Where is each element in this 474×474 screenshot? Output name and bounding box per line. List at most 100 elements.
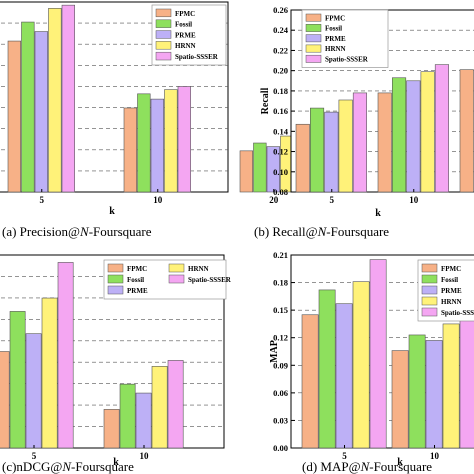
- x-axis-label: k: [109, 206, 115, 217]
- bar-spatio-ssser-10: [459, 319, 474, 449]
- y-tick-label: 0.26: [273, 5, 288, 15]
- y-axis-label: MAP: [269, 340, 280, 363]
- x-tick-label: 5: [32, 451, 37, 461]
- panel-caption: (d) MAP@N-Foursquare: [302, 459, 432, 474]
- bar-fossil-10: [119, 383, 136, 449]
- legend-swatch-hrnn: [305, 44, 322, 53]
- y-tick-label: 0.18: [273, 86, 288, 96]
- legend-swatch-spatio-ssser: [305, 54, 322, 63]
- bar-fossil-5: [9, 311, 26, 449]
- bar-fossil-10: [408, 334, 426, 449]
- x-tick-label: 5: [342, 451, 347, 461]
- legend-label-hrnn: HRNN: [325, 45, 346, 53]
- legend-label-prme: PRME: [441, 287, 462, 295]
- bar-prme-10: [150, 98, 164, 193]
- bar-fpmc-5: [0, 351, 10, 449]
- bar-fpmc-10: [377, 92, 392, 193]
- bar-spatio-ssser-5: [57, 262, 74, 449]
- bar-fpmc-10: [123, 107, 137, 193]
- bar-spatio-ssser-5: [369, 259, 387, 449]
- legend-label-spatio-ssser: Spatio-SSSER: [188, 276, 232, 284]
- y-tick-label: 0.22: [273, 45, 288, 55]
- y-tick-label: 0.18: [273, 278, 288, 288]
- legend-label-fpmc: FPMC: [441, 265, 461, 273]
- bar-fossil-5: [21, 21, 35, 193]
- y-tick-label: 0.16: [273, 106, 288, 116]
- bar-spatio-ssser-10: [167, 360, 184, 449]
- legend-label-prme: PRME: [127, 287, 148, 295]
- legend-label-hrnn: HRNN: [441, 298, 462, 306]
- panel-map: 0.00 0.03 0.06 0.09 0.12 0.15 0.18 0.21 5 10 MAP k(…: [269, 250, 474, 474]
- bar-hrnn-10: [164, 89, 178, 193]
- y-tick-label: 0.00: [273, 443, 288, 453]
- x-tick-label: 20: [269, 195, 279, 205]
- y-tick-label: 0.21: [273, 250, 288, 260]
- bar-fpmc-5: [301, 314, 319, 449]
- bar-prme-10: [425, 340, 443, 449]
- panel-ndcg: 5 10 k(c)nDCG@N-Foursquare FPMC Fossil PRME HR…: [0, 254, 232, 474]
- legend-swatch-spatio-ssser: [168, 274, 185, 284]
- bar-hrnn-5: [48, 8, 62, 193]
- legend-label-spatio-ssser: Spatio-SSSER: [441, 309, 474, 317]
- panel-caption: (c)nDCG@N-Foursquare: [2, 459, 134, 474]
- bar-fpmc-20: [239, 150, 253, 193]
- bar-hrnn-5: [338, 99, 353, 193]
- x-tick-label: 10: [409, 195, 419, 205]
- legend-swatch-fossil: [421, 274, 438, 284]
- panel-recall: 0.08 0.10 0.12 0.14 0.16 0.18 0.20 0.22 0.24 0.26…: [254, 5, 474, 239]
- legend-label-fpmc: FPMC: [127, 265, 147, 273]
- legend-label-fossil: Fossil: [127, 276, 144, 284]
- legend-swatch-fpmc: [107, 263, 124, 273]
- legend-label-spatio-ssser: Spatio-SSSER: [175, 53, 219, 61]
- y-tick-label: 0.14: [273, 126, 289, 136]
- legend-label-prme: PRME: [175, 31, 196, 39]
- legend-swatch-prme: [421, 285, 438, 295]
- legend-label-spatio-ssser: Spatio-SSSER: [325, 56, 369, 64]
- bar-fossil-10: [391, 77, 407, 193]
- bar-fpmc-10: [391, 350, 409, 449]
- y-tick-label: 0.06: [273, 388, 288, 398]
- x-tick-label: 5: [40, 195, 45, 205]
- panel-caption: (b) Recall@N-Foursquare: [254, 224, 389, 239]
- x-axis-label: k: [375, 208, 381, 219]
- legend-swatch-prme: [305, 34, 322, 43]
- y-tick-label: 0.03: [273, 415, 288, 425]
- bar-prme-10: [135, 392, 152, 449]
- x-axis-label: k: [113, 457, 119, 468]
- legend-label-hrnn: HRNN: [175, 42, 196, 50]
- x-tick-label: 10: [140, 451, 150, 461]
- legend-swatch-prme: [107, 285, 124, 295]
- y-axis-label: Recall: [260, 87, 271, 114]
- y-tick-label: 0.09: [273, 360, 288, 370]
- bar-fossil-5: [318, 289, 336, 449]
- legend-swatch-spatio-ssser: [155, 51, 172, 61]
- bar-fossil-10: [137, 93, 151, 193]
- x-tick-label: 10: [153, 195, 163, 205]
- legend-swatch-prme: [155, 30, 172, 39]
- y-tick-label: 0.10: [273, 167, 288, 177]
- bar-spatio-ssser-5: [352, 92, 368, 193]
- legend-box: [103, 259, 227, 300]
- bar-prme-5: [324, 111, 339, 193]
- legend-swatch-fossil: [305, 24, 322, 32]
- y-tick-label: 0.20: [273, 66, 288, 76]
- legend-label-hrnn: HRNN: [188, 265, 209, 273]
- y-tick-label: 0.08: [273, 187, 288, 197]
- y-tick-label: 0.12: [273, 147, 288, 157]
- bar-spatio-ssser-10: [177, 86, 191, 193]
- bar-hrnn-10: [442, 323, 460, 449]
- legend-label-prme: PRME: [325, 35, 346, 43]
- y-tick-label: 0.24: [273, 25, 289, 35]
- legend-swatch-fossil: [155, 19, 172, 28]
- legend-swatch-hrnn: [421, 296, 438, 306]
- bar-prme-5: [335, 303, 353, 449]
- legend-swatch-spatio-ssser: [421, 307, 438, 317]
- bar-hrnn-5: [352, 281, 370, 449]
- legend-swatch-fpmc: [305, 13, 322, 22]
- legend-swatch-fossil: [107, 274, 124, 284]
- legend-label-fossil: Fossil: [441, 276, 458, 284]
- bar-fossil-20: [253, 142, 267, 193]
- legend-label-fpmc: FPMC: [175, 10, 195, 18]
- legend-label-fossil: Fossil: [325, 25, 342, 33]
